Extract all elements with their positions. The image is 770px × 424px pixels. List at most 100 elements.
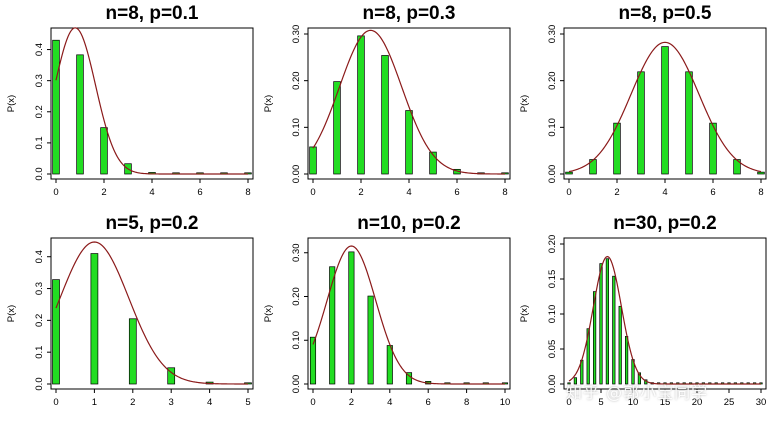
y-axis-label: P(x) xyxy=(519,305,530,322)
bar xyxy=(599,263,603,385)
plot-frame xyxy=(307,237,511,390)
y-axis-label: P(x) xyxy=(6,95,17,112)
bar xyxy=(367,295,374,385)
bar xyxy=(565,171,573,175)
y-tick-label: 0.4 xyxy=(34,43,45,56)
x-tick-label: 5 xyxy=(598,397,603,408)
bar xyxy=(52,279,60,385)
chart-panel: 0 5 10 15 20 25 30 0.00 0.05 0.10 0.15 0.20 P(x) n=30… xyxy=(519,213,767,408)
bar xyxy=(167,367,176,385)
y-tick-label: 0.1 xyxy=(34,136,45,149)
x-tick-label: 8 xyxy=(502,187,507,198)
bar xyxy=(613,122,621,175)
normal-curve xyxy=(312,245,505,385)
bar xyxy=(605,258,610,385)
x-tick-label: 4 xyxy=(387,397,392,408)
y-tick-label: 0.15 xyxy=(547,270,558,289)
bar xyxy=(618,305,622,385)
bar xyxy=(573,377,578,385)
watermark-text: 知乎 @郭小宝同学 xyxy=(566,383,709,402)
x-tick-label: 4 xyxy=(406,187,411,198)
bar xyxy=(100,127,108,175)
bar xyxy=(405,110,413,175)
y-axis-label: P(x) xyxy=(519,95,530,112)
x-tick-label: 5 xyxy=(245,397,250,408)
chart-panel: 0 2 4 6 8 0.00 0.10 0.20 0.30 P(x) n=8, p=0.3 xyxy=(263,3,511,198)
bar xyxy=(586,328,590,385)
normal-curve xyxy=(55,241,248,385)
x-tick-label: 10 xyxy=(500,397,511,408)
bar xyxy=(624,336,629,385)
x-tick-label: 0 xyxy=(310,187,315,198)
bar xyxy=(567,382,571,385)
bar xyxy=(348,251,355,385)
chart-title: n=8, p=0.3 xyxy=(363,3,456,24)
bar xyxy=(757,171,765,175)
x-tick-label: 8 xyxy=(245,187,250,198)
y-tick-label: 0.30 xyxy=(291,25,302,44)
y-axis-label: P(x) xyxy=(263,95,274,112)
y-tick-label: 0.00 xyxy=(291,375,302,394)
x-tick-label: 8 xyxy=(464,397,469,408)
bar xyxy=(309,146,317,175)
bar xyxy=(333,81,341,175)
x-tick-label: 0 xyxy=(566,187,571,198)
x-tick-label: 1 xyxy=(92,397,97,408)
y-tick-label: 0.20 xyxy=(291,71,302,90)
plot-frame xyxy=(50,237,254,390)
bar xyxy=(637,372,642,385)
chart-title: n=8, p=0.5 xyxy=(619,3,712,24)
y-tick-label: 0.05 xyxy=(547,340,558,359)
bar xyxy=(612,275,616,385)
bar xyxy=(592,291,597,385)
y-tick-label: 0.00 xyxy=(291,165,302,184)
y-tick-label: 0.00 xyxy=(547,375,558,394)
y-tick-label: 0.20 xyxy=(547,235,558,254)
x-tick-label: 25 xyxy=(724,397,735,408)
bar xyxy=(357,35,365,175)
x-tick-label: 6 xyxy=(197,187,202,198)
x-tick-label: 4 xyxy=(662,187,667,198)
bar xyxy=(329,266,336,385)
bar xyxy=(637,71,645,175)
y-tick-label: 0.1 xyxy=(34,346,45,359)
bar xyxy=(90,253,99,385)
bar xyxy=(661,46,669,175)
x-tick-label: 0 xyxy=(53,187,58,198)
normal-curve xyxy=(55,27,248,175)
normal-curve xyxy=(568,255,761,385)
y-tick-label: 0.30 xyxy=(547,25,558,44)
bar xyxy=(76,54,84,175)
bar xyxy=(386,345,393,385)
chart-panel: 0 2 4 6 8 0.00 0.10 0.20 0.30 P(x) n=8, p=0.5 xyxy=(519,3,767,198)
chart-panel: 0 2 4 6 8 10 0.00 0.10 0.20 0.30 P(x) n=10, p=0.2 xyxy=(263,213,511,408)
x-tick-label: 3 xyxy=(169,397,174,408)
chart-title: n=30, p=0.2 xyxy=(613,213,717,234)
y-tick-label: 0.0 xyxy=(34,167,45,180)
y-tick-label: 0.30 xyxy=(291,244,302,263)
x-tick-label: 8 xyxy=(758,187,763,198)
x-tick-label: 4 xyxy=(207,397,212,408)
y-tick-label: 0.20 xyxy=(547,71,558,90)
chart-title: n=5, p=0.2 xyxy=(106,213,199,234)
x-tick-label: 2 xyxy=(349,397,354,408)
x-tick-label: 2 xyxy=(358,187,363,198)
x-tick-label: 2 xyxy=(614,187,619,198)
bar xyxy=(52,39,60,175)
normal-curve xyxy=(312,29,505,175)
x-tick-label: 4 xyxy=(149,187,154,198)
bar xyxy=(685,71,693,175)
normal-curve xyxy=(568,41,762,173)
bar xyxy=(709,122,717,175)
bar xyxy=(309,336,317,385)
x-tick-label: 10 xyxy=(628,397,639,408)
x-tick-label: 6 xyxy=(454,187,459,198)
bar xyxy=(381,55,389,175)
x-tick-label: 2 xyxy=(101,187,106,198)
x-tick-label: 15 xyxy=(660,397,671,408)
y-tick-label: 0.2 xyxy=(34,314,45,327)
y-tick-label: 0.3 xyxy=(34,74,45,87)
chart-title: n=8, p=0.1 xyxy=(106,3,199,24)
y-tick-label: 0.10 xyxy=(547,305,558,324)
